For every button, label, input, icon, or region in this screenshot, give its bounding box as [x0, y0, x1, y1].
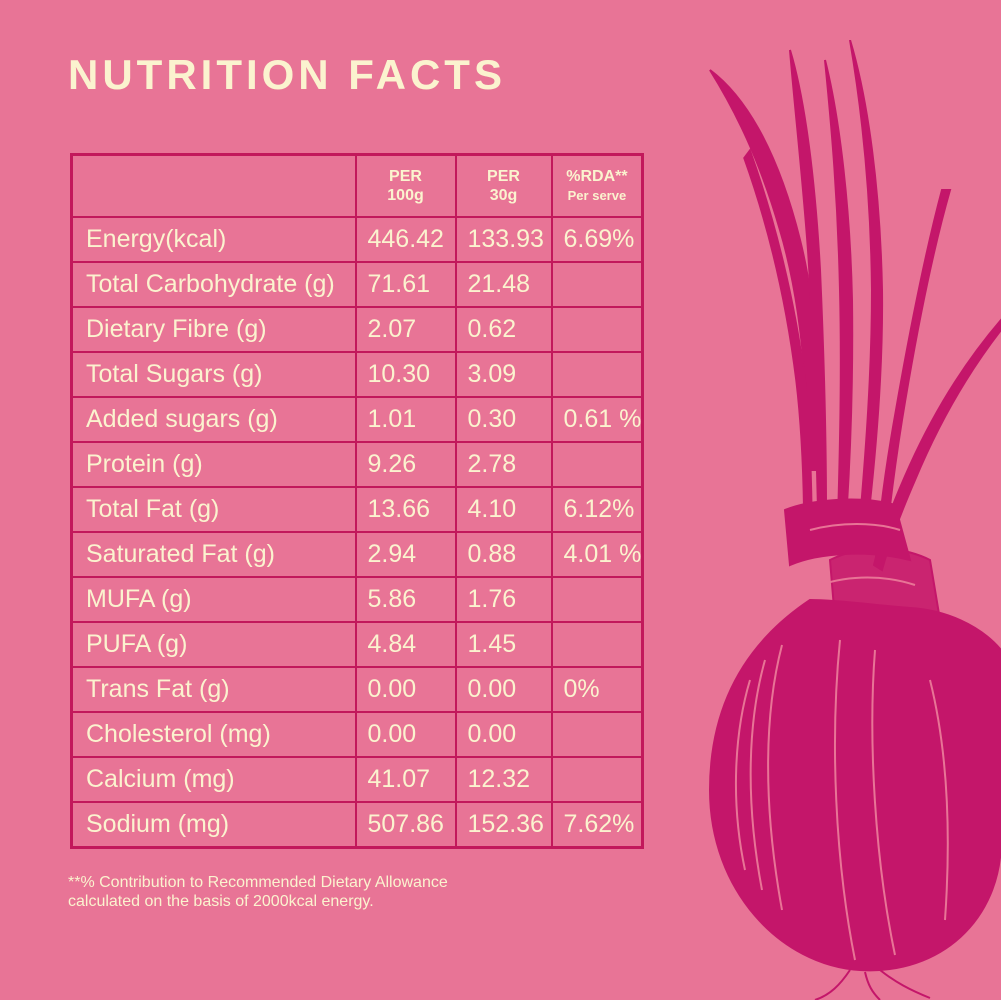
value-per-100g: 9.26: [354, 441, 457, 488]
table-row: PUFA (g) 4.84 1.45: [70, 621, 644, 668]
nutrient-name: Protein (g): [70, 441, 357, 488]
value-rda: [550, 621, 644, 668]
table-row: Total Sugars (g) 10.30 3.09: [70, 351, 644, 398]
value-per-100g: 5.86: [354, 576, 457, 623]
footnote-line-1: **% Contribution to Recommended Dietary …: [68, 874, 448, 891]
value-rda: 6.12%: [550, 486, 644, 533]
table-row: Sodium (mg) 507.86 152.36 7.62%: [70, 801, 644, 849]
header-per-30g-line2: 30g: [489, 187, 518, 204]
nutrient-name: Total Sugars (g): [70, 351, 357, 398]
table-row: MUFA (g) 5.86 1.76: [70, 576, 644, 623]
nutrient-name: Saturated Fat (g): [70, 531, 357, 578]
table-row: Energy(kcal) 446.42 133.93 6.69%: [70, 216, 644, 263]
value-per-30g: 2.78: [454, 441, 553, 488]
nutrient-name: Trans Fat (g): [70, 666, 357, 713]
onion-illustration: [708, 40, 1001, 1000]
header-empty: [70, 153, 357, 218]
table-row: Trans Fat (g) 0.00 0.00 0%: [70, 666, 644, 713]
nutrient-name: Total Carbohydrate (g): [70, 261, 357, 308]
page-title: NUTRITION FACTS: [68, 51, 506, 98]
table-row: Saturated Fat (g) 2.94 0.88 4.01 %: [70, 531, 644, 578]
value-per-100g: 13.66: [354, 486, 457, 533]
value-rda: 4.01 %: [550, 531, 644, 578]
value-rda: 0.61 %: [550, 396, 644, 443]
nutrient-name: Cholesterol (mg): [70, 711, 357, 758]
value-per-30g: 12.32: [454, 756, 553, 803]
value-per-100g: 4.84: [354, 621, 457, 668]
value-per-30g: 152.36: [454, 801, 553, 849]
header-rda-line1: %RDA**: [566, 168, 628, 185]
value-rda: 7.62%: [550, 801, 644, 849]
table-header-row: PER 100g PER 30g %RDA** Per serve: [70, 153, 644, 218]
value-per-100g: 507.86: [354, 801, 457, 849]
nutrient-name: MUFA (g): [70, 576, 357, 623]
table-row: Total Fat (g) 13.66 4.10 6.12%: [70, 486, 644, 533]
nutrient-name: PUFA (g): [70, 621, 357, 668]
value-rda: [550, 306, 644, 353]
nutrient-name: Dietary Fibre (g): [70, 306, 357, 353]
header-per-30g-line1: PER: [487, 168, 520, 185]
value-per-100g: 446.42: [354, 216, 457, 263]
header-per-100g: PER 100g: [354, 153, 457, 218]
value-per-30g: 1.76: [454, 576, 553, 623]
header-per-100g-line1: PER: [389, 168, 422, 185]
value-per-30g: 133.93: [454, 216, 553, 263]
value-per-30g: 0.62: [454, 306, 553, 353]
value-rda: 0%: [550, 666, 644, 713]
nutrient-name: Calcium (mg): [70, 756, 357, 803]
table-row: Protein (g) 9.26 2.78: [70, 441, 644, 488]
value-per-100g: 0.00: [354, 711, 457, 758]
header-rda: %RDA** Per serve: [550, 153, 644, 218]
value-per-30g: 1.45: [454, 621, 553, 668]
value-rda: [550, 441, 644, 488]
footnote-line-2: calculated on the basis of 2000kcal ener…: [68, 893, 374, 910]
footnote: **% Contribution to Recommended Dietary …: [68, 873, 628, 911]
value-per-30g: 4.10: [454, 486, 553, 533]
value-per-30g: 0.30: [454, 396, 553, 443]
value-per-100g: 2.07: [354, 306, 457, 353]
nutrient-name: Energy(kcal): [70, 216, 357, 263]
value-rda: [550, 261, 644, 308]
value-per-100g: 2.94: [354, 531, 457, 578]
header-rda-line2: Per serve: [567, 188, 627, 203]
nutrient-name: Sodium (mg): [70, 801, 357, 849]
value-rda: [550, 576, 644, 623]
value-rda: [550, 711, 644, 758]
value-per-30g: 3.09: [454, 351, 553, 398]
value-per-100g: 1.01: [354, 396, 457, 443]
nutrient-name: Added sugars (g): [70, 396, 357, 443]
value-per-100g: 0.00: [354, 666, 457, 713]
table-row: Calcium (mg) 41.07 12.32: [70, 756, 644, 803]
nutrient-name: Total Fat (g): [70, 486, 357, 533]
table-row: Dietary Fibre (g) 2.07 0.62: [70, 306, 644, 353]
table-row: Cholesterol (mg) 0.00 0.00: [70, 711, 644, 758]
value-per-30g: 0.00: [454, 711, 553, 758]
value-per-30g: 21.48: [454, 261, 553, 308]
nutrition-table: PER 100g PER 30g %RDA** Per serve Energy…: [70, 153, 645, 849]
value-per-100g: 10.30: [354, 351, 457, 398]
value-rda: [550, 351, 644, 398]
value-rda: 6.69%: [550, 216, 644, 263]
table-row: Added sugars (g) 1.01 0.30 0.61 %: [70, 396, 644, 443]
value-per-30g: 0.00: [454, 666, 553, 713]
header-per-100g-line2: 100g: [387, 187, 424, 204]
value-per-100g: 41.07: [354, 756, 457, 803]
value-per-100g: 71.61: [354, 261, 457, 308]
header-per-30g: PER 30g: [454, 153, 553, 218]
value-per-30g: 0.88: [454, 531, 553, 578]
value-rda: [550, 756, 644, 803]
table-row: Total Carbohydrate (g) 71.61 21.48: [70, 261, 644, 308]
